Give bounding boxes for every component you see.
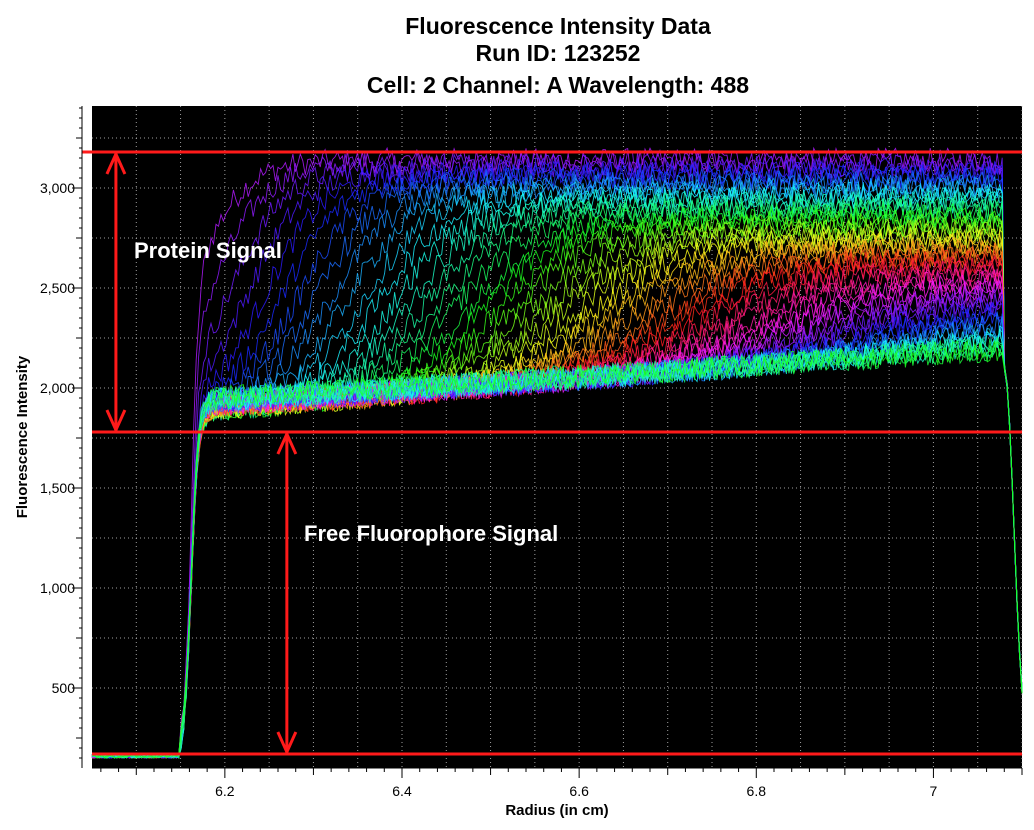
annotation-arrows <box>105 150 298 756</box>
reference-lines <box>82 150 1022 756</box>
protein-signal-label: Protein Signal <box>134 238 282 263</box>
y-tick-label: 500 <box>52 680 76 696</box>
scan-curve <box>91 166 1023 759</box>
grid <box>92 106 1023 768</box>
free-fluorophore-label: Free Fluorophore Signal <box>304 521 558 546</box>
arrow-head-down <box>105 409 127 434</box>
y-axis-ticks: 500 1,000 1,500 2,000 2,500 3,000 <box>40 107 82 759</box>
y-tick-label: 2,500 <box>40 280 75 296</box>
chart-title-line-2: Run ID: 123252 <box>476 40 641 66</box>
chart-title-line-3: Cell: 2 Channel: A Wavelength: 488 <box>367 72 749 98</box>
y-tick-label: 1,000 <box>40 580 75 596</box>
scan-curve <box>91 336 1023 759</box>
arrow-head-up <box>105 150 127 175</box>
scan-curve <box>91 334 1023 759</box>
y-tick-label: 1,500 <box>40 480 75 496</box>
scan-curves <box>91 146 1023 760</box>
x-axis-label: Radius (in cm) <box>505 802 608 819</box>
scan-curve <box>91 170 1023 759</box>
scan-curve <box>91 160 1023 759</box>
x-tick-label: 6.6 <box>569 783 589 799</box>
scan-curve <box>91 162 1023 759</box>
x-tick-label: 6.4 <box>392 783 412 799</box>
y-tick-label: 2,000 <box>40 380 75 396</box>
x-tick-label: 6.2 <box>215 783 235 799</box>
x-tick-label: 6.8 <box>747 783 767 799</box>
y-axis-label: Fluorescence Intensity <box>14 355 31 518</box>
arrow-head-up <box>276 430 298 455</box>
scan-curve <box>91 340 1023 759</box>
scan-curve <box>91 150 1023 759</box>
arrow-head-down <box>276 731 298 756</box>
x-axis-ticks: 6.2 6.4 6.6 6.8 7 <box>100 768 1023 799</box>
scan-curve <box>91 153 1023 759</box>
y-tick-label: 3,000 <box>40 180 75 196</box>
chart-title-line-1: Fluorescence Intensity Data <box>405 13 711 39</box>
scan-curve <box>91 340 1023 759</box>
x-tick-label: 7 <box>930 783 938 799</box>
